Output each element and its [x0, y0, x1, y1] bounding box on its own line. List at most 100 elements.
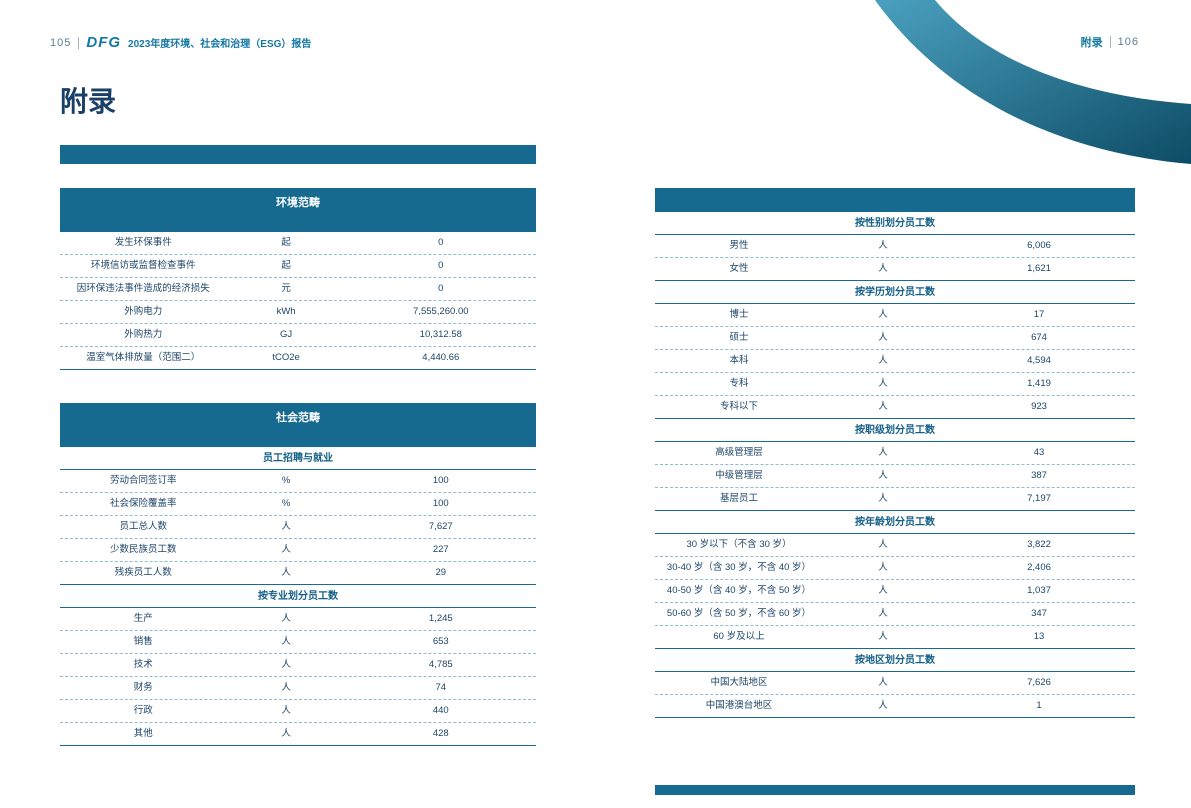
- appendix-title: 附录: [60, 86, 117, 117]
- row-unit: 人: [878, 355, 888, 366]
- row-unit: %: [281, 498, 291, 509]
- row-label: 本科: [729, 355, 749, 366]
- row-value: 227: [432, 544, 449, 555]
- table-row: 外购电力 kWh 7,555,260.00: [60, 301, 536, 324]
- row-value: 0: [438, 237, 444, 248]
- header-divider: [78, 36, 80, 49]
- row-unit: 人: [281, 567, 291, 578]
- row-unit: 人: [878, 470, 888, 481]
- row-value: 4,594: [1027, 355, 1051, 366]
- table-row: 30-40 岁（含 30 岁，不含 40 岁） 人 2,406: [655, 557, 1135, 580]
- row-label: 因环保违法事件造成的经济损失: [76, 283, 210, 294]
- next-table-header-bar: [655, 785, 1135, 795]
- table-row: 其他 人 428: [60, 723, 536, 746]
- table-row: 本科 人 4,594: [655, 350, 1135, 373]
- table-row: 硕士 人 674: [655, 327, 1135, 350]
- table-row: 财务 人 74: [60, 677, 536, 700]
- section-subtitle: 按地区划分员工数: [655, 649, 1135, 672]
- row-unit: 人: [281, 544, 291, 555]
- table-row: 专科以下 人 923: [655, 396, 1135, 419]
- row-value: 428: [432, 728, 449, 739]
- env-table-header: 环境范畴: [60, 188, 536, 232]
- table-row: 中级管理层 人 387: [655, 465, 1135, 488]
- row-label: 技术: [133, 659, 153, 670]
- table-row: 环境信访或监督检查事件 起 0: [60, 255, 536, 278]
- page-number-right: 106: [1117, 36, 1139, 48]
- table-row: 温室气体排放量（范围二） tCO2e 4,440.66: [60, 347, 536, 370]
- row-label: 40-50 岁（含 40 岁，不含 50 岁）: [666, 585, 812, 596]
- row-value: 923: [1031, 401, 1047, 412]
- row-unit: 人: [281, 728, 291, 739]
- row-unit: 元: [281, 283, 291, 294]
- table-row: 专科 人 1,419: [655, 373, 1135, 396]
- row-unit: 人: [878, 539, 888, 550]
- section-label: 附录: [1080, 37, 1103, 49]
- table-row: 高级管理层 人 43: [655, 442, 1135, 465]
- table-row: 中国港澳台地区 人 1: [655, 695, 1135, 718]
- table-row: 行政 人 440: [60, 700, 536, 723]
- table-row: 因环保违法事件造成的经济损失 元 0: [60, 278, 536, 301]
- table-row: 博士 人 17: [655, 304, 1135, 327]
- row-value: 7,627: [428, 521, 453, 532]
- row-value: 4,785: [428, 659, 453, 670]
- page-header-right: 附录 106: [1081, 34, 1139, 50]
- row-unit: 人: [878, 309, 888, 320]
- section-subtitle: 按性别划分员工数: [655, 212, 1135, 235]
- row-value: 6,006: [1027, 240, 1051, 251]
- row-label: 残疾员工人数: [114, 567, 172, 578]
- row-label: 60 岁及以上: [713, 631, 765, 642]
- row-value: 7,626: [1027, 677, 1051, 688]
- row-label: 销售: [133, 636, 153, 647]
- row-label: 环境信访或监督检查事件: [91, 260, 196, 271]
- page-header-left: 105 DFG 2023年度环境、社会和治理（ESG）报告: [50, 34, 311, 51]
- row-label: 外购电力: [124, 306, 163, 317]
- row-unit: 人: [878, 493, 888, 504]
- row-label: 中级管理层: [715, 470, 763, 481]
- row-value: 1,621: [1027, 263, 1051, 274]
- row-unit: 人: [878, 585, 888, 596]
- table-row: 外购热力 GJ 10,312.58: [60, 324, 536, 347]
- row-unit: 起: [281, 237, 291, 248]
- row-unit: tCO2e: [272, 352, 300, 363]
- row-value: 0: [438, 260, 444, 271]
- row-value: 7,197: [1027, 493, 1051, 504]
- company-logo: DFG: [86, 34, 122, 51]
- table-row: 技术 人 4,785: [60, 654, 536, 677]
- section-subtitle: 按职级划分员工数: [655, 419, 1135, 442]
- table-row: 员工总人数 人 7,627: [60, 516, 536, 539]
- row-value: 2,406: [1027, 562, 1051, 573]
- social-table-header: 社会范畴: [60, 403, 536, 447]
- row-label: 财务: [133, 682, 153, 693]
- row-unit: 人: [281, 521, 291, 532]
- row-label: 基层员工: [719, 493, 758, 504]
- row-value: 1,419: [1027, 378, 1051, 389]
- section-bar: [60, 145, 536, 164]
- table-row: 女性 人 1,621: [655, 258, 1135, 281]
- social-table-continued-body: 按性别划分员工数 男性人 6,006 女性人 1,621 按学历划分员工数 博士人 17 硕士人…: [655, 212, 1135, 718]
- row-unit: 人: [878, 401, 888, 412]
- table-row: 60 岁及以上 人 13: [655, 626, 1135, 649]
- row-value: 674: [1031, 332, 1047, 343]
- table-row: 社会保险覆盖率% 100: [60, 493, 536, 516]
- row-label: 男性: [729, 240, 749, 251]
- table-row: 少数民族员工数 人 227: [60, 539, 536, 562]
- table-row: 基层员工 人 7,197: [655, 488, 1135, 511]
- table-row: 残疾员工人数 人 29: [60, 562, 536, 585]
- row-value: 387: [1031, 470, 1047, 481]
- row-label: 行政: [133, 705, 153, 716]
- row-value: 100: [432, 475, 449, 486]
- row-value: 653: [432, 636, 449, 647]
- row-label: 高级管理层: [715, 447, 763, 458]
- row-unit: 人: [878, 332, 888, 343]
- row-unit: 人: [281, 659, 291, 670]
- row-value: 43: [1033, 447, 1045, 458]
- right-column: 按性别划分员工数 男性人 6,006 女性人 1,621 按学历划分员工数 博士人 17 硕士人…: [655, 188, 1135, 718]
- row-label: 员工总人数: [119, 521, 168, 532]
- row-label: 中国大陆地区: [710, 677, 768, 688]
- row-label: 50-60 岁（含 50 岁，不含 60 岁）: [666, 608, 812, 619]
- row-unit: GJ: [280, 329, 293, 340]
- section-subtitle: 按专业划分员工数: [60, 585, 536, 608]
- table-row: 劳动合同签订率% 100: [60, 470, 536, 493]
- env-table-body: 发生环保事件起 0 环境信访或监督检查事件起 0 因环保违法事件造成的经济损失元 0 外购电…: [60, 232, 536, 370]
- row-value: 7,555,260.00: [413, 306, 469, 317]
